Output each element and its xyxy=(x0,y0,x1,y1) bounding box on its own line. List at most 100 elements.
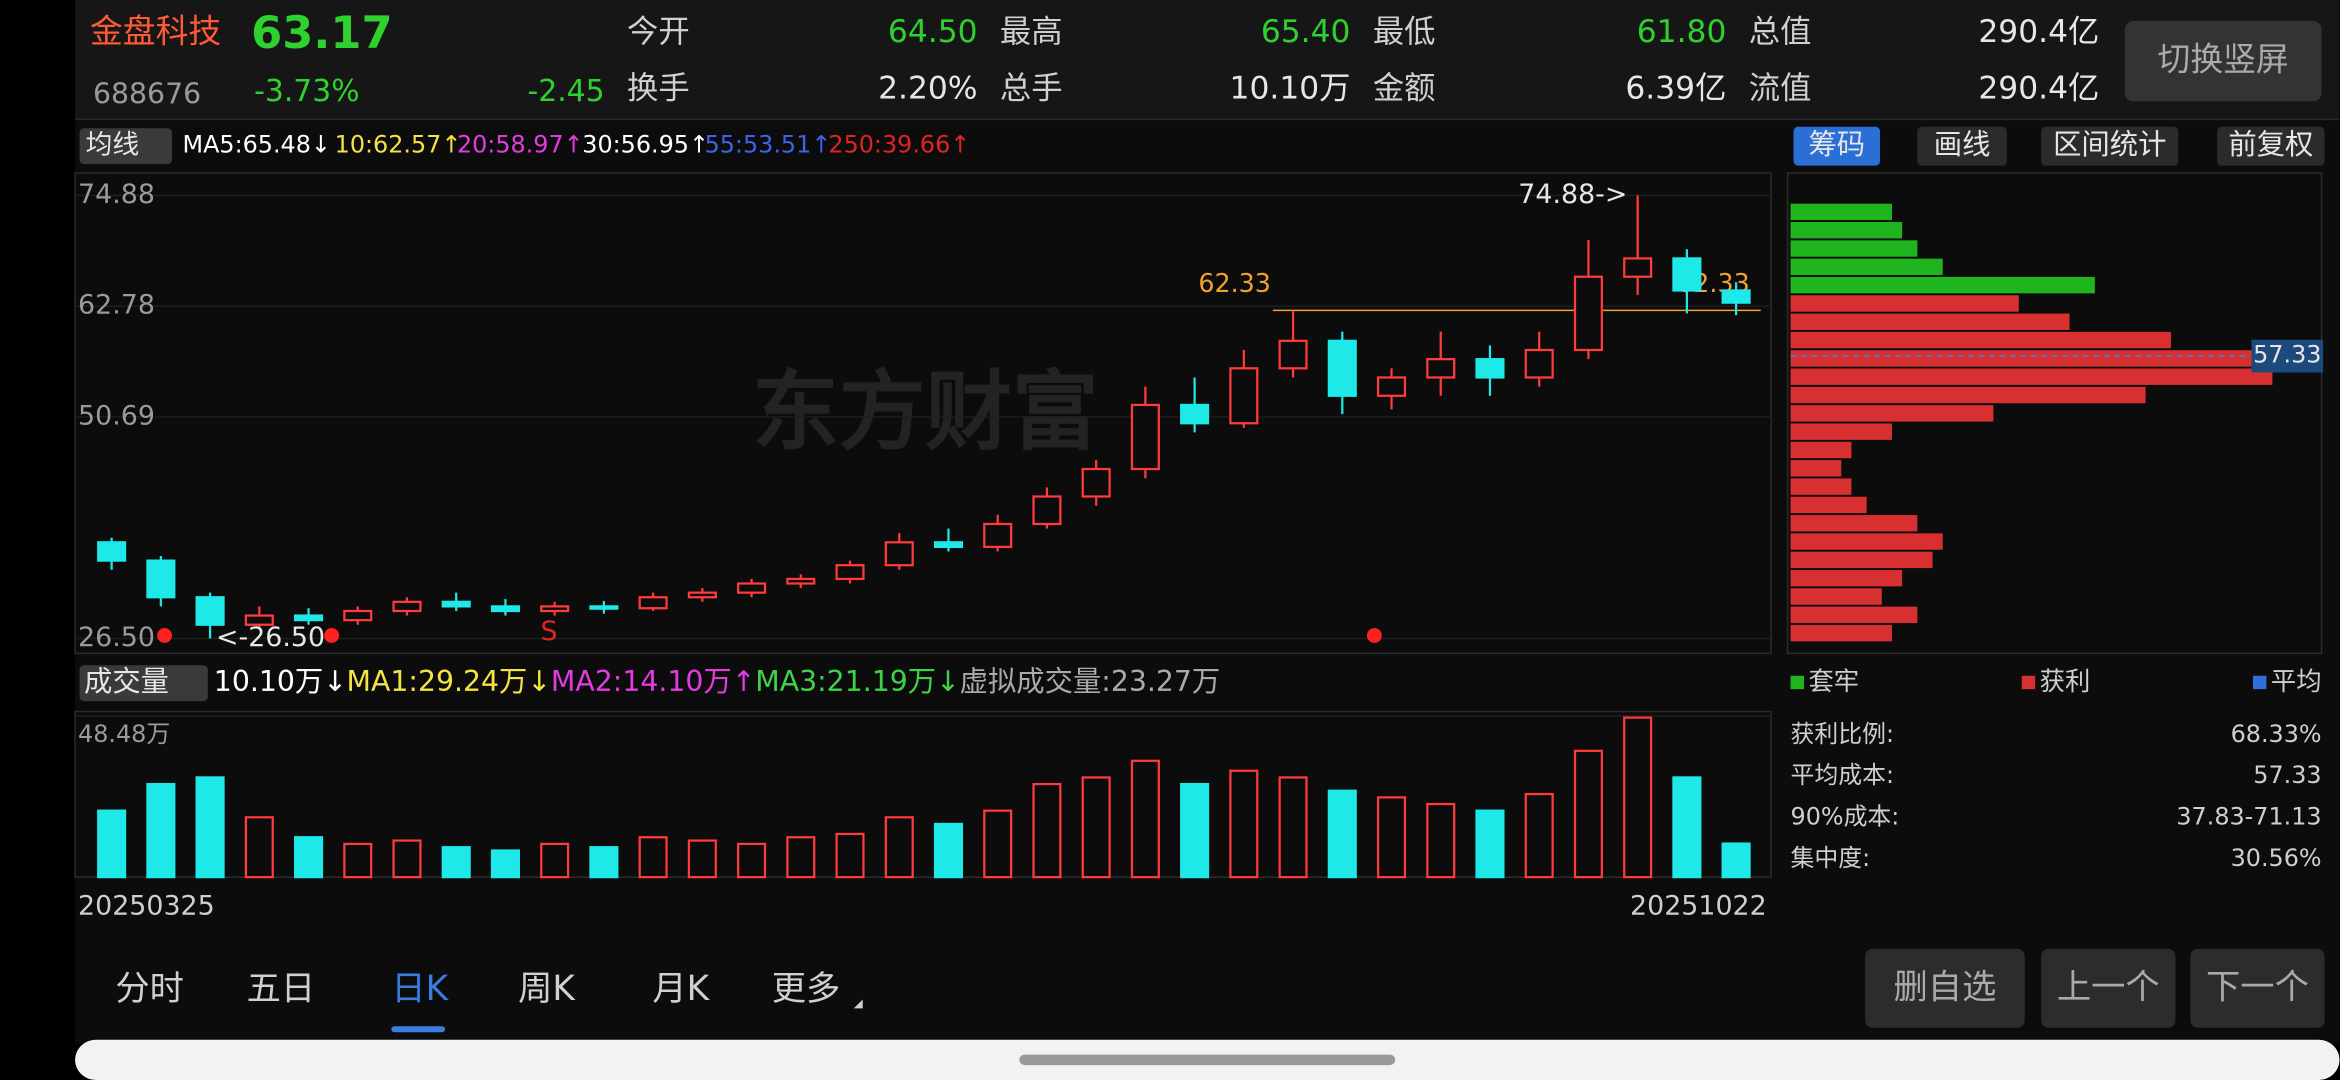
candle-body xyxy=(1081,467,1111,498)
ma-value: 10:62.57↑ xyxy=(335,131,462,159)
side-tab[interactable] xyxy=(1917,126,2007,166)
active-underline xyxy=(391,1026,446,1033)
stat-value: 10.10万 xyxy=(1230,71,1351,107)
avg-cost-box xyxy=(2251,339,2324,373)
legend-swatch xyxy=(2252,675,2267,690)
candle-body xyxy=(195,596,225,626)
last-price: 63.17 xyxy=(251,6,393,59)
nav-button[interactable] xyxy=(1865,948,2025,1028)
candle-body xyxy=(1623,257,1653,278)
stock-code: 688676 xyxy=(93,77,201,110)
side-tab[interactable] xyxy=(2041,126,2179,166)
chip-stat-value: 68.33% xyxy=(2231,720,2322,748)
legend-swatch xyxy=(1790,675,1804,690)
chip-bar xyxy=(1790,313,2070,330)
orientation-button-label: 切换竖屏 xyxy=(2158,41,2289,79)
candle-body xyxy=(737,582,767,594)
stat-label: 总值 xyxy=(1749,14,1812,50)
candle-body xyxy=(244,614,274,626)
stat-label: 换手 xyxy=(627,71,690,107)
chip-bar xyxy=(1790,441,1852,459)
candle-body xyxy=(786,577,816,585)
volume-indicator: MA1:29.24万↓ xyxy=(347,665,552,698)
candle-body xyxy=(1376,376,1407,397)
chip-bar xyxy=(1790,496,1867,514)
stat-label: 最高 xyxy=(1000,14,1063,50)
chip-bar xyxy=(1790,240,1918,257)
period-tab[interactable]: 日K xyxy=(391,969,449,1009)
quote-header xyxy=(75,0,2340,120)
ma-value: 30:56.95↑ xyxy=(582,131,709,159)
period-tab[interactable]: 更多 xyxy=(772,969,841,1009)
candle-body xyxy=(97,541,127,562)
period-tab[interactable]: 五日 xyxy=(247,969,316,1009)
ma-selector[interactable] xyxy=(79,128,173,165)
chip-bar xyxy=(1790,276,2095,294)
volume-bar xyxy=(1229,769,1259,879)
chip-bar xyxy=(1790,624,1892,642)
period-tab[interactable]: 分时 xyxy=(115,969,184,1009)
volume-bar xyxy=(195,776,225,879)
nav-button[interactable] xyxy=(2041,948,2176,1028)
change: -2.45 xyxy=(527,74,604,109)
chip-stat-label: 90%成本: xyxy=(1791,803,1900,831)
stat-value: 290.4亿 xyxy=(1978,14,2099,50)
y-tick-label: 48.48万 xyxy=(78,720,170,748)
volume-bar xyxy=(884,816,914,879)
volume-bar xyxy=(1376,796,1407,879)
volume-bar xyxy=(1032,782,1062,879)
avg-cost-label: 57.33 xyxy=(2253,341,2321,369)
candle-body xyxy=(146,559,176,599)
period-tab[interactable]: 周K xyxy=(518,969,576,1009)
orientation-button[interactable] xyxy=(2124,20,2322,102)
ma-selector-label: 均线 xyxy=(86,130,140,161)
volume-bar xyxy=(1130,759,1160,879)
volume-bar xyxy=(1327,789,1357,879)
candle-body xyxy=(343,609,373,622)
volume-bar xyxy=(589,846,619,879)
candle-body xyxy=(638,596,668,610)
low-label: <-26.50 xyxy=(216,622,325,653)
nav-button-label: 删自选 xyxy=(1893,968,1996,1008)
chip-bar xyxy=(1790,460,1842,477)
chip-bar xyxy=(1790,606,1918,624)
volume-bar xyxy=(1573,749,1603,879)
side-tab[interactable] xyxy=(2217,126,2325,166)
volume-indicator: MA3:21.19万↓ xyxy=(755,665,960,698)
chip-bar xyxy=(1790,569,1903,587)
volume-bar xyxy=(293,836,324,879)
candle-body xyxy=(1229,367,1259,425)
volume-bar xyxy=(737,842,767,879)
start-date: 20250325 xyxy=(78,890,215,921)
chip-stat-label: 集中度: xyxy=(1791,844,1871,872)
high-label: 74.88-> xyxy=(1518,179,1627,210)
side-tab[interactable] xyxy=(1793,126,1881,166)
stat-label: 今开 xyxy=(627,14,690,50)
chip-bar xyxy=(1790,350,2298,367)
ma-value: 55:53.51↑ xyxy=(705,131,832,159)
y-tick-label: 62.78 xyxy=(78,290,155,321)
candle-body xyxy=(1672,257,1702,292)
chip-bar xyxy=(1790,368,2273,385)
end-date: 20251022 xyxy=(1630,890,1767,921)
volume-title: 成交量 xyxy=(84,665,169,698)
nav-button[interactable] xyxy=(2190,948,2325,1028)
legend-label: 平均 xyxy=(2271,666,2322,696)
home-indicator[interactable] xyxy=(1019,1054,1396,1066)
chip-bar xyxy=(1790,515,1918,532)
volume-bar xyxy=(540,842,570,879)
signal-dot xyxy=(1366,628,1382,643)
volume-bar xyxy=(638,836,668,879)
volume-indicator: 虚拟成交量:23.27万 xyxy=(960,665,1221,698)
stock-name: 金盘科技 xyxy=(90,12,221,50)
watermark: 东方财富 xyxy=(752,363,1098,463)
candle-body xyxy=(490,605,520,613)
volume-selector[interactable] xyxy=(79,665,208,702)
candle-body xyxy=(1278,339,1308,370)
volume-indicator: 10.10万↓ xyxy=(214,665,347,698)
y-tick-label: 74.88 xyxy=(78,179,155,210)
y-tick-label: 50.69 xyxy=(78,400,155,431)
stat-label: 金额 xyxy=(1373,71,1436,107)
period-tab[interactable]: 月K xyxy=(652,969,710,1009)
